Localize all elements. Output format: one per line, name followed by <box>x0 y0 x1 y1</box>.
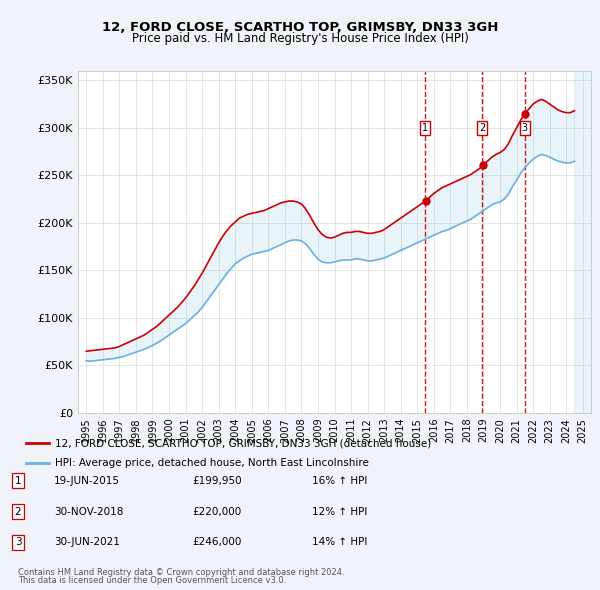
Text: 12, FORD CLOSE, SCARTHO TOP, GRIMSBY, DN33 3GH (detached house): 12, FORD CLOSE, SCARTHO TOP, GRIMSBY, DN… <box>55 438 431 448</box>
Text: 2: 2 <box>479 123 485 133</box>
Text: 2: 2 <box>14 507 22 516</box>
Text: £246,000: £246,000 <box>192 537 241 547</box>
Text: 1: 1 <box>422 123 428 133</box>
Text: 30-JUN-2021: 30-JUN-2021 <box>54 537 120 547</box>
Text: Price paid vs. HM Land Registry's House Price Index (HPI): Price paid vs. HM Land Registry's House … <box>131 32 469 45</box>
Text: 19-JUN-2015: 19-JUN-2015 <box>54 476 120 486</box>
Text: Contains HM Land Registry data © Crown copyright and database right 2024.: Contains HM Land Registry data © Crown c… <box>18 568 344 577</box>
Text: 30-NOV-2018: 30-NOV-2018 <box>54 507 124 516</box>
Text: £220,000: £220,000 <box>192 507 241 516</box>
Text: 16% ↑ HPI: 16% ↑ HPI <box>312 476 367 486</box>
Text: 12% ↑ HPI: 12% ↑ HPI <box>312 507 367 516</box>
Text: This data is licensed under the Open Government Licence v3.0.: This data is licensed under the Open Gov… <box>18 576 286 585</box>
Text: 3: 3 <box>522 123 528 133</box>
Text: 3: 3 <box>14 537 22 547</box>
Text: 14% ↑ HPI: 14% ↑ HPI <box>312 537 367 547</box>
Text: £199,950: £199,950 <box>192 476 242 486</box>
Text: 1: 1 <box>14 476 22 486</box>
Bar <box>574 71 591 413</box>
Text: HPI: Average price, detached house, North East Lincolnshire: HPI: Average price, detached house, Nort… <box>55 458 368 467</box>
Text: 12, FORD CLOSE, SCARTHO TOP, GRIMSBY, DN33 3GH: 12, FORD CLOSE, SCARTHO TOP, GRIMSBY, DN… <box>102 21 498 34</box>
